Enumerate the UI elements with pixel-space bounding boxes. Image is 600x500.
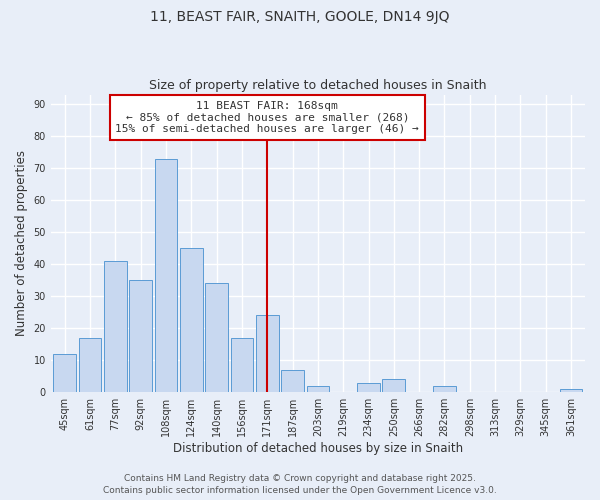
Bar: [357, 382, 380, 392]
Text: 11 BEAST FAIR: 168sqm
← 85% of detached houses are smaller (268)
15% of semi-det: 11 BEAST FAIR: 168sqm ← 85% of detached …: [115, 101, 419, 134]
X-axis label: Distribution of detached houses by size in Snaith: Distribution of detached houses by size …: [173, 442, 463, 455]
Bar: [281, 370, 304, 392]
Title: Size of property relative to detached houses in Snaith: Size of property relative to detached ho…: [149, 79, 487, 92]
Bar: [433, 386, 456, 392]
Bar: [382, 380, 405, 392]
Bar: [104, 261, 127, 392]
Text: 11, BEAST FAIR, SNAITH, GOOLE, DN14 9JQ: 11, BEAST FAIR, SNAITH, GOOLE, DN14 9JQ: [150, 10, 450, 24]
Bar: [79, 338, 101, 392]
Bar: [53, 354, 76, 392]
Y-axis label: Number of detached properties: Number of detached properties: [15, 150, 28, 336]
Bar: [307, 386, 329, 392]
Bar: [155, 158, 178, 392]
Bar: [180, 248, 203, 392]
Bar: [129, 280, 152, 392]
Bar: [256, 316, 278, 392]
Bar: [205, 284, 228, 392]
Bar: [230, 338, 253, 392]
Bar: [560, 389, 583, 392]
Text: Contains HM Land Registry data © Crown copyright and database right 2025.
Contai: Contains HM Land Registry data © Crown c…: [103, 474, 497, 495]
